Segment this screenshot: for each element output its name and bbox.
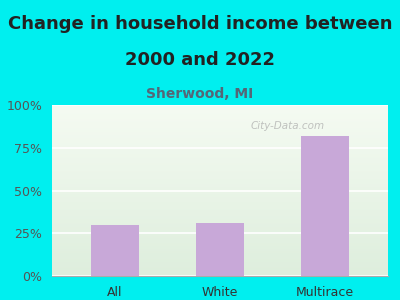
Text: 2000 and 2022: 2000 and 2022 [125,51,275,69]
Bar [91,225,139,276]
Bar [301,136,349,276]
Text: Sherwood, MI: Sherwood, MI [146,87,254,101]
Text: Change in household income between: Change in household income between [8,15,392,33]
Text: City-Data.com: City-Data.com [250,121,324,130]
Bar [196,223,244,276]
